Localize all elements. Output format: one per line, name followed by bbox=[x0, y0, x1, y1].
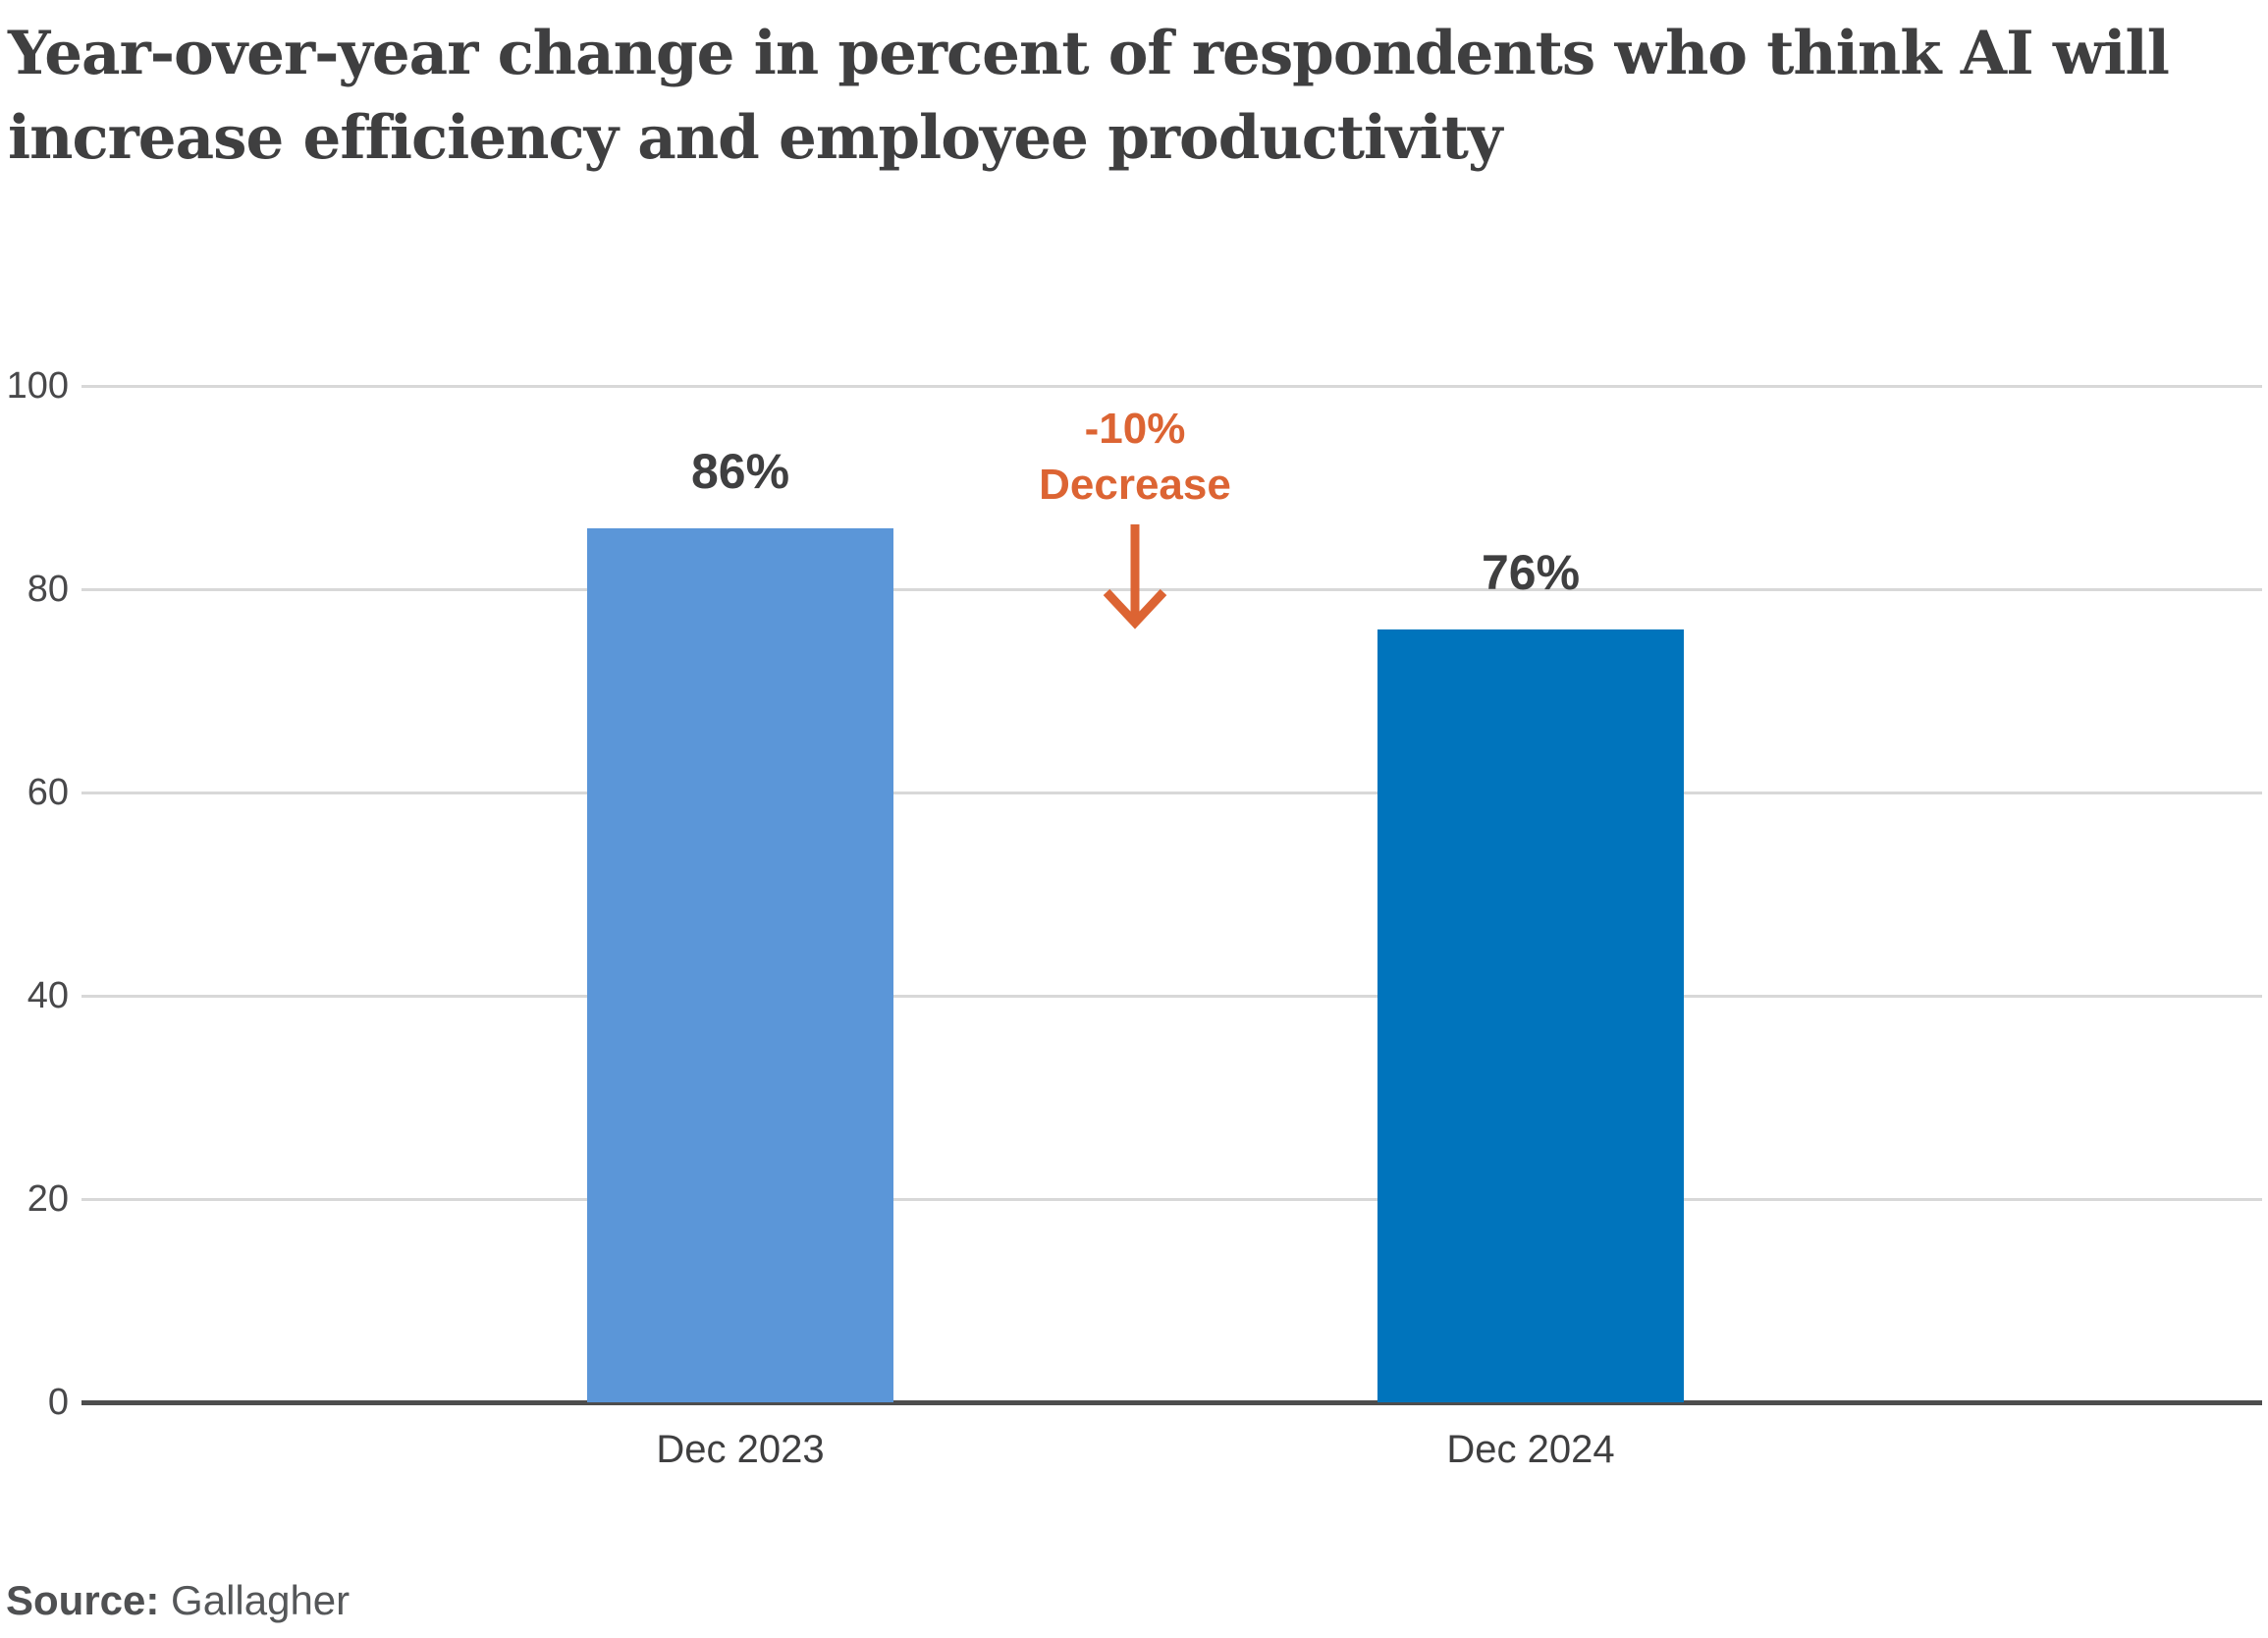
y-tick-label: 0 bbox=[47, 1382, 69, 1423]
gridline bbox=[81, 792, 2262, 794]
source-label: Source: bbox=[6, 1577, 160, 1623]
gridline bbox=[81, 588, 2262, 591]
x-axis-baseline bbox=[81, 1400, 2262, 1405]
chart-title-line-2: increase efficiency and employee product… bbox=[8, 103, 1502, 173]
down-arrow-icon bbox=[968, 513, 1302, 646]
y-tick-label: 60 bbox=[27, 772, 69, 813]
chart-title-line-1: Year-over-year change in percent of resp… bbox=[8, 19, 2170, 88]
decrease-annotation: -10% Decrease bbox=[968, 401, 1302, 646]
gridline bbox=[81, 995, 2262, 998]
source-value: Gallagher bbox=[171, 1577, 351, 1623]
bar-dec-2024 bbox=[1377, 629, 1684, 1402]
y-tick-label: 20 bbox=[27, 1178, 69, 1220]
bar-dec-2023 bbox=[587, 527, 893, 1402]
annotation-value: -10% bbox=[1084, 405, 1186, 453]
y-tick-label: 40 bbox=[27, 975, 69, 1016]
gridline bbox=[81, 385, 2262, 388]
bar-value-label: 76% bbox=[1481, 545, 1581, 601]
x-tick-label: Dec 2023 bbox=[656, 1428, 825, 1471]
y-tick-label: 80 bbox=[27, 569, 69, 610]
gridline bbox=[81, 1198, 2262, 1201]
bar-value-label: 86% bbox=[690, 443, 790, 499]
x-tick-label: Dec 2024 bbox=[1446, 1428, 1615, 1471]
y-tick-label: 100 bbox=[6, 365, 69, 407]
annotation-label: Decrease bbox=[1039, 461, 1231, 509]
chart-title: Year-over-year change in percent of resp… bbox=[8, 12, 2170, 181]
source-line: Source: Gallagher bbox=[6, 1577, 350, 1624]
